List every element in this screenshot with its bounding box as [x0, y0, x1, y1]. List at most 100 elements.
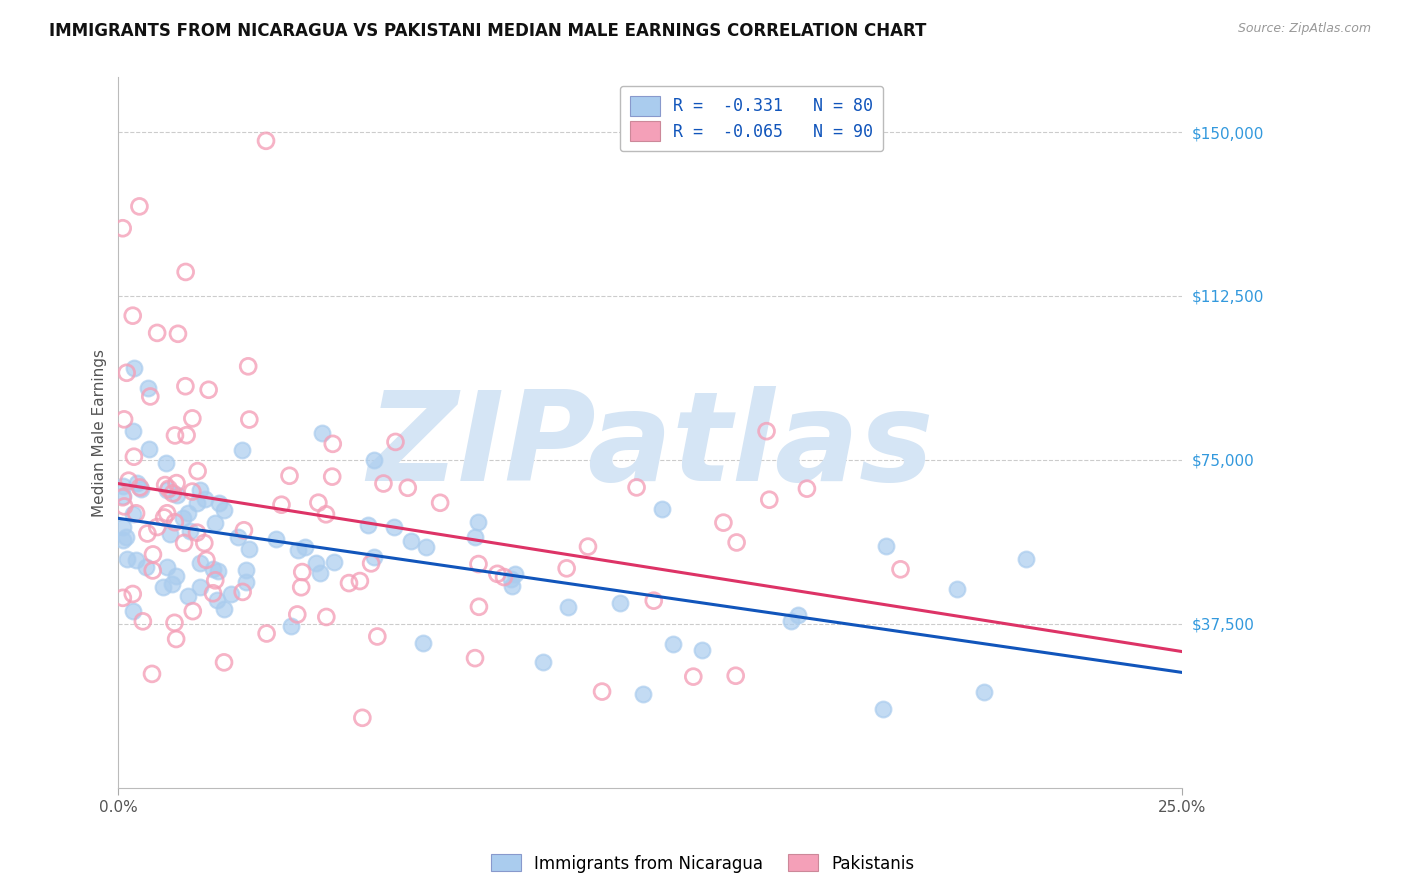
Point	[117, 474, 139, 488]
Point	[231, 442, 253, 457]
Point	[591, 684, 613, 698]
Point	[531, 655, 554, 669]
Point	[486, 566, 509, 581]
Point	[270, 498, 292, 512]
Point	[315, 610, 337, 624]
Text: Source: ZipAtlas.com: Source: ZipAtlas.com	[1237, 22, 1371, 36]
Point	[208, 496, 231, 510]
Point	[160, 577, 183, 591]
Point	[142, 548, 165, 562]
Text: ZIPatlas: ZIPatlas	[367, 386, 934, 508]
Point	[174, 379, 197, 393]
Point	[429, 496, 451, 510]
Point	[142, 564, 165, 578]
Point	[139, 389, 162, 403]
Point	[136, 526, 159, 541]
Point	[322, 437, 344, 451]
Point	[467, 515, 489, 529]
Point	[141, 666, 163, 681]
Point	[204, 516, 226, 530]
Point	[181, 411, 204, 425]
Point	[111, 221, 134, 235]
Point	[501, 579, 523, 593]
Point	[115, 366, 138, 380]
Point	[349, 574, 371, 588]
Point	[207, 564, 229, 578]
Point	[167, 326, 190, 341]
Point	[115, 552, 138, 566]
Point	[373, 476, 395, 491]
Point	[153, 510, 176, 524]
Point	[111, 520, 134, 534]
Point	[557, 600, 579, 615]
Point	[156, 506, 179, 520]
Point	[188, 580, 211, 594]
Point	[121, 587, 143, 601]
Point	[111, 490, 134, 504]
Point	[643, 593, 665, 607]
Point	[713, 516, 735, 530]
Point	[186, 496, 208, 510]
Point	[121, 604, 143, 618]
Point	[363, 453, 385, 467]
Point	[111, 533, 134, 548]
Point	[1015, 552, 1038, 566]
Point	[323, 555, 346, 569]
Point	[165, 569, 187, 583]
Point	[187, 464, 209, 478]
Point	[294, 541, 316, 555]
Point	[254, 134, 277, 148]
Point	[780, 614, 803, 628]
Point	[875, 539, 897, 553]
Y-axis label: Median Male Earnings: Median Male Earnings	[93, 349, 107, 516]
Point	[363, 549, 385, 564]
Point	[163, 615, 186, 630]
Point	[309, 566, 332, 581]
Legend: R =  -0.331   N = 80, R =  -0.065   N = 90: R = -0.331 N = 80, R = -0.065 N = 90	[620, 86, 883, 152]
Point	[204, 574, 226, 588]
Point	[321, 469, 343, 483]
Point	[121, 425, 143, 439]
Point	[872, 702, 894, 716]
Point	[166, 476, 188, 491]
Point	[176, 428, 198, 442]
Point	[177, 506, 200, 520]
Point	[111, 591, 134, 605]
Point	[194, 491, 217, 506]
Point	[305, 556, 328, 570]
Point	[499, 572, 522, 586]
Point	[214, 601, 236, 615]
Point	[235, 574, 257, 589]
Point	[132, 615, 155, 629]
Point	[399, 533, 422, 548]
Point	[155, 456, 177, 470]
Point	[186, 525, 208, 540]
Point	[195, 553, 218, 567]
Point	[127, 476, 149, 491]
Point	[232, 523, 254, 537]
Point	[159, 526, 181, 541]
Point	[290, 580, 312, 594]
Point	[166, 488, 188, 502]
Point	[291, 565, 314, 579]
Point	[122, 361, 145, 376]
Point	[396, 481, 419, 495]
Point	[264, 532, 287, 546]
Point	[307, 496, 329, 510]
Point	[946, 582, 969, 597]
Point	[690, 643, 713, 657]
Point	[157, 482, 180, 496]
Point	[285, 607, 308, 622]
Point	[315, 508, 337, 522]
Point	[181, 604, 204, 618]
Point	[111, 490, 134, 504]
Point	[121, 309, 143, 323]
Point	[177, 589, 200, 603]
Point	[626, 480, 648, 494]
Point	[280, 619, 302, 633]
Point	[238, 412, 260, 426]
Point	[165, 632, 187, 646]
Point	[235, 563, 257, 577]
Point	[188, 483, 211, 498]
Point	[278, 468, 301, 483]
